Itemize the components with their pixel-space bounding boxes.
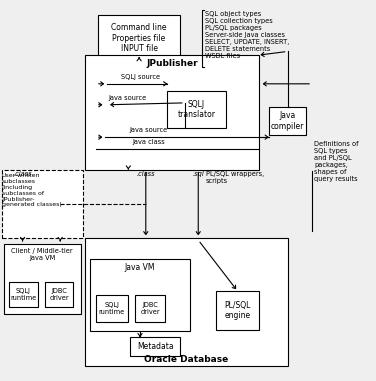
Text: Java source: Java source — [129, 127, 168, 133]
Bar — [130, 337, 180, 356]
Text: PL/SQL
engine: PL/SQL engine — [224, 301, 251, 320]
Text: .sql: .sql — [193, 171, 204, 178]
Bar — [96, 295, 128, 322]
Text: SQLJ
runtime: SQLJ runtime — [11, 288, 36, 301]
Text: Java VM: Java VM — [125, 263, 155, 272]
Bar — [90, 259, 190, 331]
Bar — [216, 291, 259, 330]
Text: SQLJ source: SQLJ source — [121, 74, 161, 80]
Text: JDBC
driver: JDBC driver — [49, 288, 69, 301]
Text: SQLJ
translator: SQLJ translator — [177, 100, 215, 119]
Bar — [9, 282, 38, 307]
Text: PL/SQL wrappers,
scripts: PL/SQL wrappers, scripts — [206, 171, 264, 184]
Text: Java
compiler: Java compiler — [271, 111, 304, 131]
Text: Java source: Java source — [109, 95, 147, 101]
Text: SQLJ
runtime: SQLJ runtime — [99, 302, 125, 315]
Text: SQL object types
SQL collection types
PL/SQL packages
Server-side Java classes
S: SQL object types SQL collection types PL… — [205, 11, 289, 59]
Text: Command line
Properties file
INPUT file: Command line Properties file INPUT file — [111, 23, 167, 53]
Text: Definitions of
SQL types
and PL/SQL
packages,
shapes of
query results: Definitions of SQL types and PL/SQL pack… — [314, 141, 358, 182]
Bar — [45, 282, 73, 307]
Text: .class: .class — [13, 171, 32, 178]
Bar — [2, 170, 83, 238]
Text: Client / Middle-tier
Java VM: Client / Middle-tier Java VM — [12, 248, 73, 261]
Text: User-written
subclasses
(including
subclasses of
JPublisher-
generated classes): User-written subclasses (including subcl… — [2, 173, 62, 207]
Text: JDBC
driver: JDBC driver — [141, 302, 160, 315]
Bar — [4, 244, 81, 314]
Text: Metadata: Metadata — [137, 342, 173, 351]
Text: .class: .class — [136, 171, 155, 178]
Bar — [98, 15, 180, 61]
Bar — [85, 238, 288, 366]
Bar — [269, 107, 306, 135]
Bar — [167, 91, 226, 128]
Bar — [85, 55, 259, 170]
Text: Oracle Database: Oracle Database — [144, 355, 228, 364]
Text: Java class: Java class — [132, 139, 165, 145]
Bar — [135, 295, 165, 322]
Text: JPublisher: JPublisher — [146, 59, 198, 68]
